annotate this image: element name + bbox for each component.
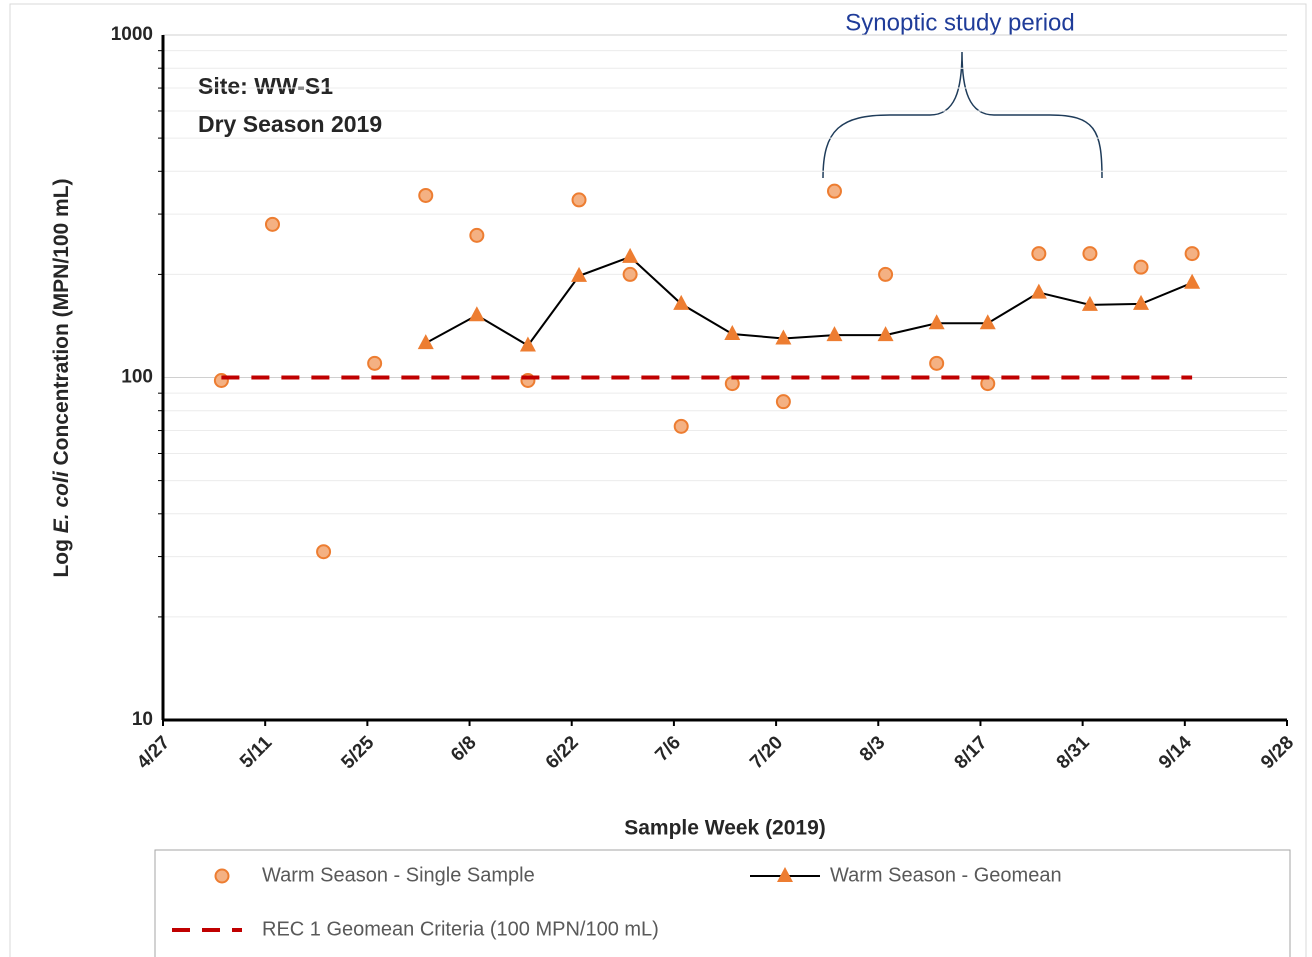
point (316, 544, 332, 560)
point (571, 266, 588, 282)
y-label-part: E. coli (50, 470, 73, 533)
x-tick-label: 6/22 (542, 732, 583, 773)
point (1082, 246, 1098, 262)
y-label-part: Log (50, 533, 73, 577)
point (724, 324, 741, 340)
point (1081, 295, 1098, 311)
y-tick-label: 100 (121, 367, 153, 388)
point (571, 192, 587, 208)
point (622, 247, 639, 263)
point (928, 314, 945, 330)
point (622, 266, 638, 282)
chart-border (9, 3, 1307, 957)
x-tick-label: 8/17 (951, 732, 992, 773)
x-tick-label: 8/3 (856, 732, 890, 766)
x-tick-label: 7/20 (746, 732, 787, 773)
point (775, 394, 791, 410)
point (519, 336, 536, 352)
synoptic-brace (822, 51, 1103, 179)
x-tick-label: 5/11 (236, 732, 277, 773)
x-tick-label: 4/27 (133, 732, 174, 773)
y-axis-label: Log E. coli Concentration (MPN/100 mL) (50, 178, 73, 577)
point (417, 334, 434, 350)
point (418, 187, 434, 203)
point (1184, 273, 1201, 289)
series-line (425, 255, 1193, 347)
x-axis-label: Sample Week (2019) (624, 817, 826, 840)
point (826, 326, 843, 342)
point (979, 314, 996, 330)
season-label: Dry Season 2019 (198, 111, 382, 137)
legend-marker (214, 868, 230, 884)
point (673, 418, 689, 434)
x-tick-label: 6/8 (447, 732, 481, 766)
point (878, 266, 894, 282)
point (468, 306, 485, 322)
site-label: Site: WW-S1 (198, 73, 333, 99)
y-tick-label: 1000 (111, 24, 153, 45)
point (1133, 294, 1150, 310)
x-tick-label: 5/25 (337, 732, 378, 773)
point (469, 227, 485, 243)
y-label-part: Concentration (MPN/100 mL) (50, 178, 73, 471)
legend-box (154, 849, 1291, 957)
point (1184, 246, 1200, 262)
point (775, 329, 792, 345)
x-tick-label: 9/28 (1257, 732, 1298, 773)
synoptic-label: Synoptic study period (845, 9, 1074, 36)
legend-label: REC 1 Geomean Criteria (100 MPN/100 mL) (262, 918, 659, 940)
point (877, 326, 894, 342)
x-tick-label: 8/31 (1053, 732, 1094, 773)
legend-marker (777, 867, 793, 882)
y-tick-label: 10 (132, 709, 153, 730)
legend-label: Warm Season - Single Sample (262, 864, 535, 886)
point (1030, 283, 1047, 299)
point (673, 294, 690, 310)
legend-label: Warm Season - Geomean (830, 864, 1062, 886)
point (367, 355, 383, 371)
point (929, 355, 945, 371)
point (264, 216, 280, 232)
point (826, 183, 842, 199)
x-tick-label: 7/6 (651, 732, 685, 766)
x-tick-label: 9/14 (1155, 732, 1196, 773)
point (1133, 259, 1149, 275)
point (1031, 246, 1047, 262)
